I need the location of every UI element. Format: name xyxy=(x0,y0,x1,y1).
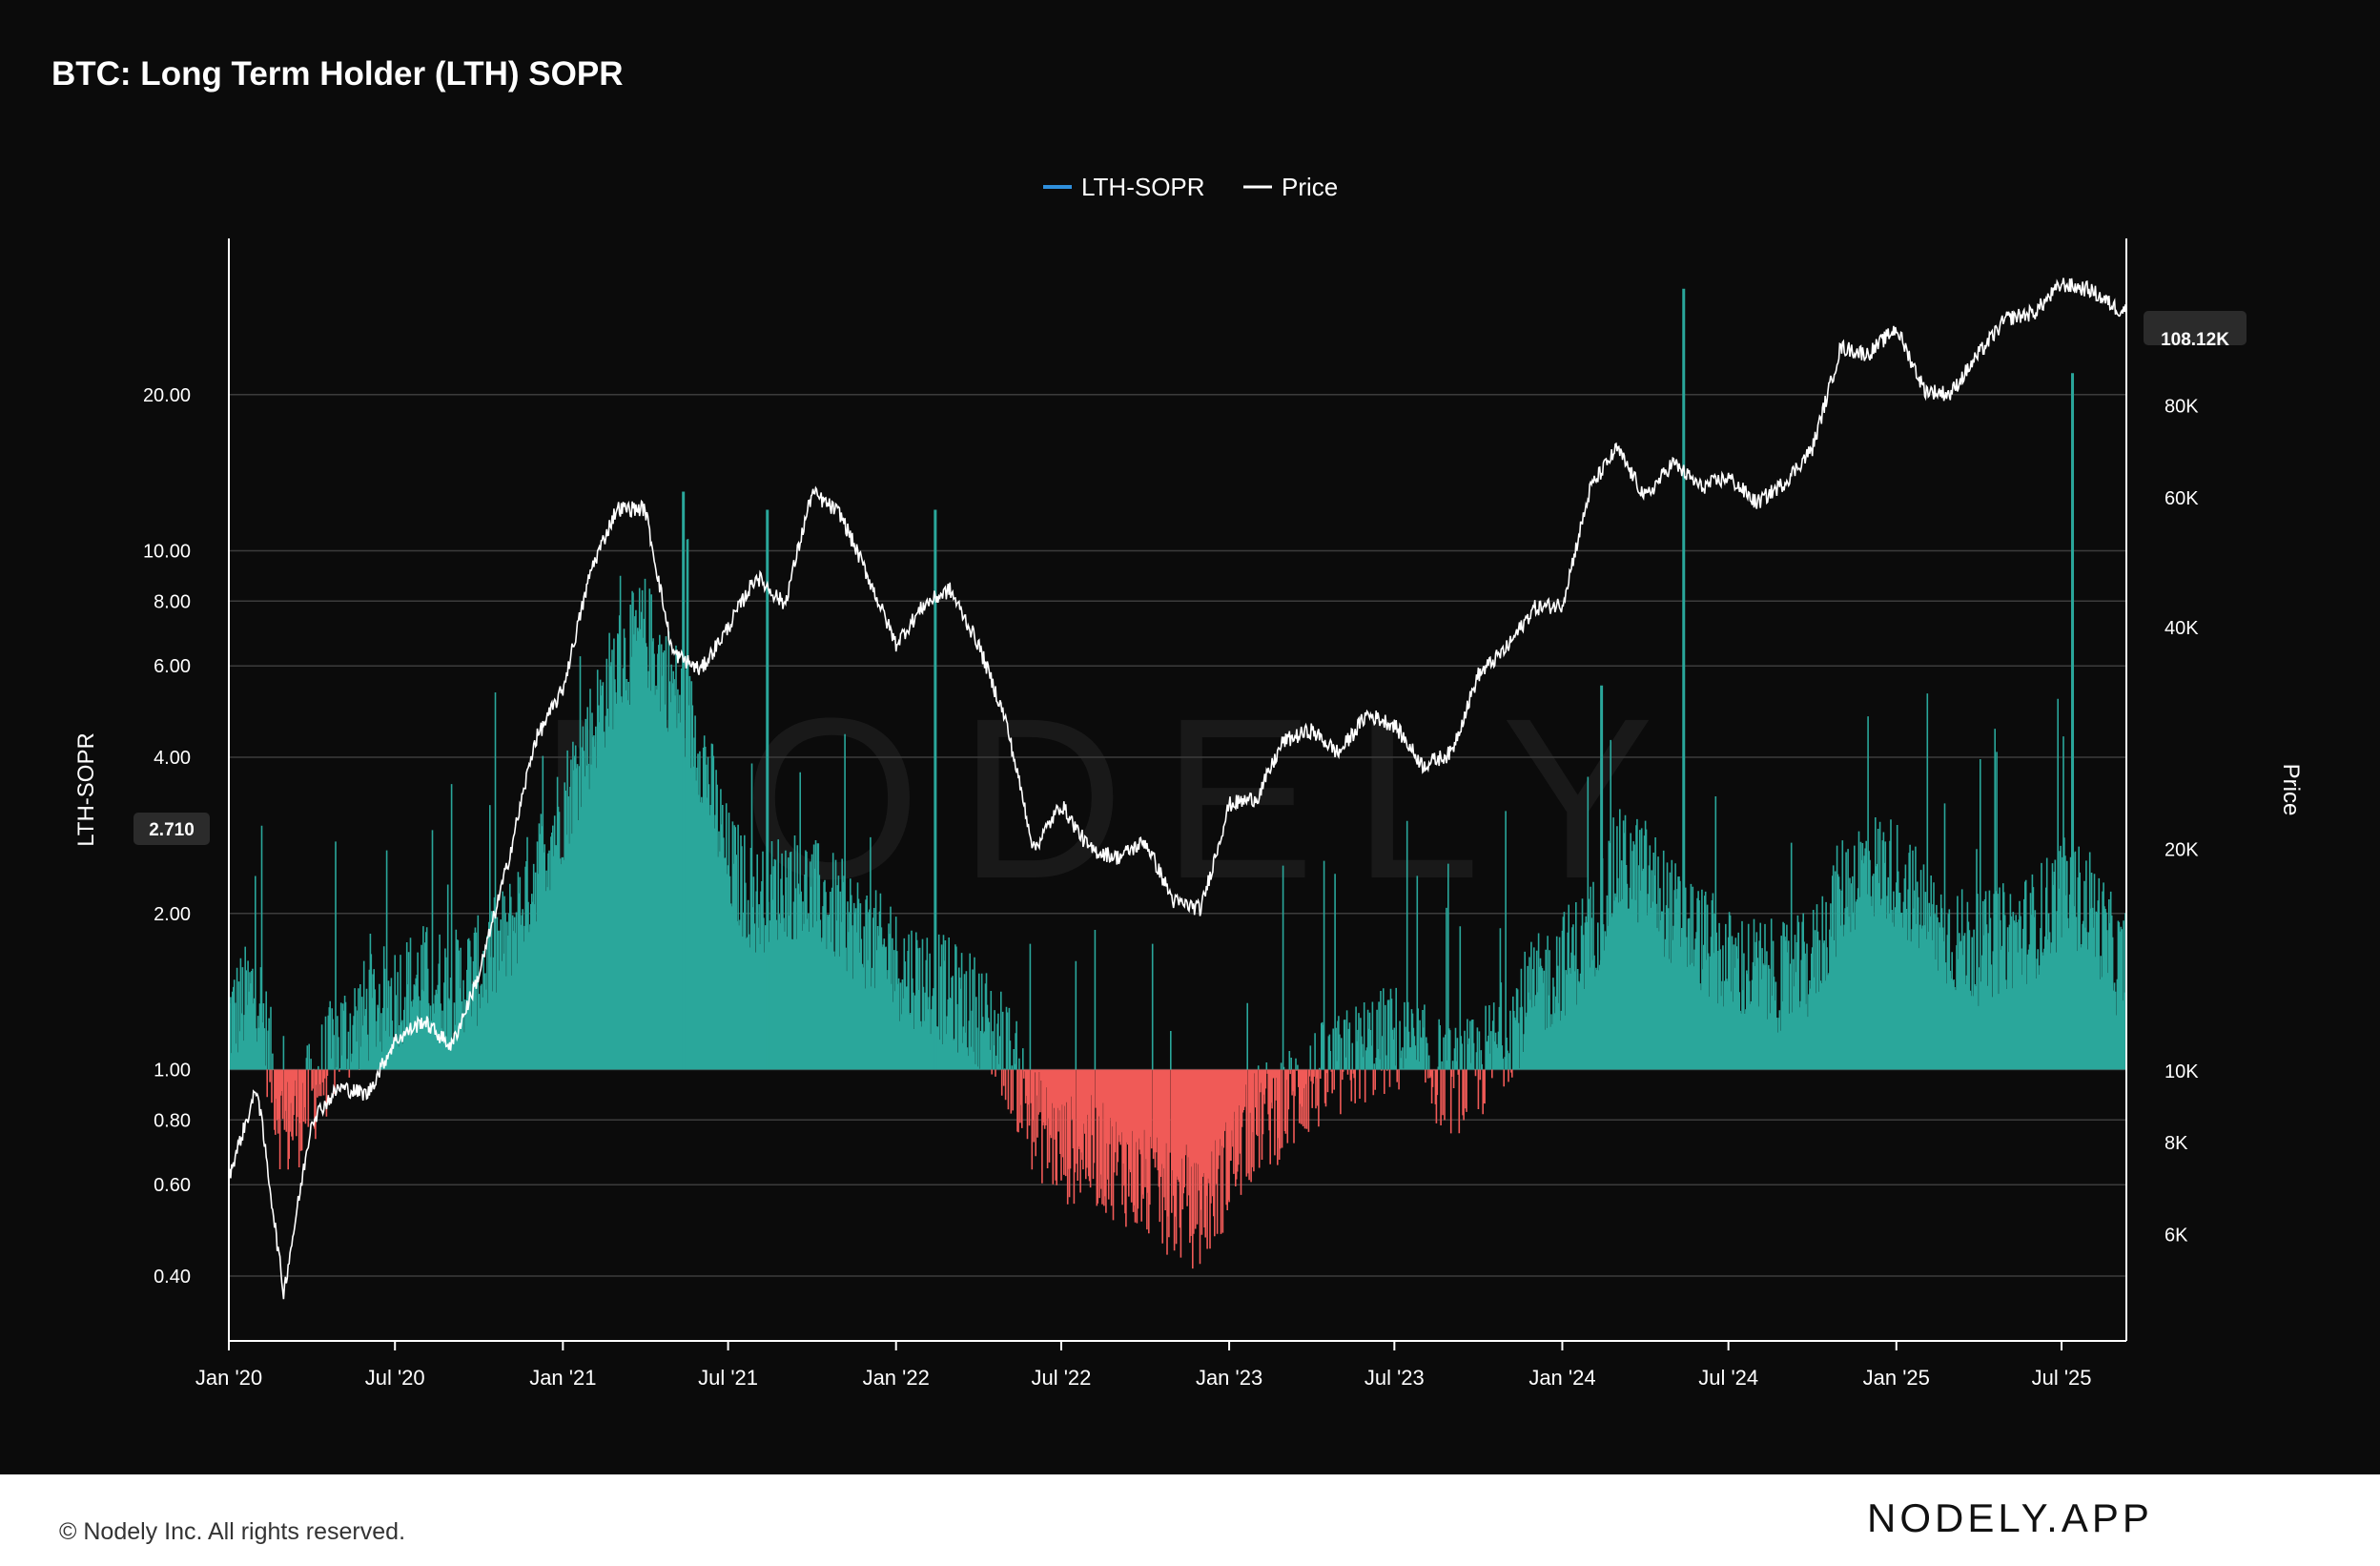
x-tick-label-6: Jan '23 xyxy=(1196,1366,1262,1390)
right-tick-label-4: 40K xyxy=(2165,618,2199,639)
x-tick-label-1: Jul '20 xyxy=(365,1366,425,1390)
right-axis-ticks: 6K8K10K20K40K60K80K100K xyxy=(2165,325,2209,1247)
x-tick-label-11: Jul '25 xyxy=(2032,1366,2092,1390)
footer-logo[interactable]: NODELY.APP xyxy=(1867,1495,2153,1540)
price-line xyxy=(228,278,2127,1300)
right-tick-label-0: 6K xyxy=(2165,1225,2188,1246)
legend-sopr-label[interactable]: LTH-SOPR xyxy=(1081,173,1205,201)
current-sopr-value: 2.710 xyxy=(149,820,195,840)
x-tick-label-10: Jan '25 xyxy=(1863,1366,1930,1390)
chart-panel: BTC: Long Term Holder (LTH) SOPR NODELY … xyxy=(0,0,2380,1474)
left-tick-label-0: 0.40 xyxy=(154,1267,191,1288)
right-tick-label-3: 20K xyxy=(2165,839,2199,860)
x-axis-ticks: Jan '20 Jul '20 Jan '21 Jul '21 Jan '22 Jul '… xyxy=(195,1341,2092,1390)
left-tick-label-3: 1.00 xyxy=(154,1061,191,1082)
x-tick-label-0: Jan '20 xyxy=(195,1366,262,1390)
current-price-badge: 108.12K xyxy=(2144,311,2247,350)
right-tick-label-2: 10K xyxy=(2165,1061,2199,1082)
right-tick-label-5: 60K xyxy=(2165,488,2199,509)
right-axis-label: Price xyxy=(2278,764,2304,816)
left-tick-label-7: 8.00 xyxy=(154,591,191,612)
sopr-series xyxy=(228,288,2127,1269)
x-tick-label-2: Jan '21 xyxy=(529,1366,596,1390)
chart-svg: NODELY 0.400.600.801.002.004.006.008.001… xyxy=(73,173,2304,1390)
left-axis-ticks: 0.40 0.60 0.80 1.00 2.00 4.00 6.00 8.00 10.00 20.… xyxy=(143,385,191,1288)
x-tick-label-5: Jul '22 xyxy=(1032,1366,1092,1390)
current-price-value: 108.12K xyxy=(2161,330,2229,350)
x-tick-label-4: Jan '22 xyxy=(863,1366,930,1390)
left-axis-label: LTH-SOPR xyxy=(73,732,99,847)
left-tick-label-6: 6.00 xyxy=(154,656,191,677)
left-tick-label-1: 0.60 xyxy=(154,1175,191,1196)
page-title: BTC: Long Term Holder (LTH) SOPR xyxy=(51,55,624,93)
left-tick-label-5: 4.00 xyxy=(154,748,191,769)
right-tick-label-6: 80K xyxy=(2165,396,2199,417)
left-tick-label-8: 10.00 xyxy=(143,542,191,563)
x-tick-label-9: Jul '24 xyxy=(1698,1366,1758,1390)
axes xyxy=(228,238,2127,1342)
sopr-area-below xyxy=(266,1069,1513,1269)
price-series xyxy=(228,278,2127,1300)
x-tick-label-3: Jul '21 xyxy=(698,1366,758,1390)
right-tick-label-1: 8K xyxy=(2165,1133,2188,1154)
x-tick-label-7: Jul '23 xyxy=(1364,1366,1425,1390)
left-tick-label-4: 2.00 xyxy=(154,904,191,925)
current-sopr-badge: 2.710 xyxy=(133,813,210,845)
left-tick-label-9: 20.00 xyxy=(143,385,191,406)
x-tick-label-8: Jan '24 xyxy=(1529,1366,1595,1390)
footer-copyright: © Nodely Inc. All rights reserved. xyxy=(59,1518,406,1545)
legend-price-label[interactable]: Price xyxy=(1282,173,1338,201)
left-tick-label-2: 0.80 xyxy=(154,1110,191,1131)
legend[interactable]: LTH-SOPR Price xyxy=(1043,173,1338,201)
